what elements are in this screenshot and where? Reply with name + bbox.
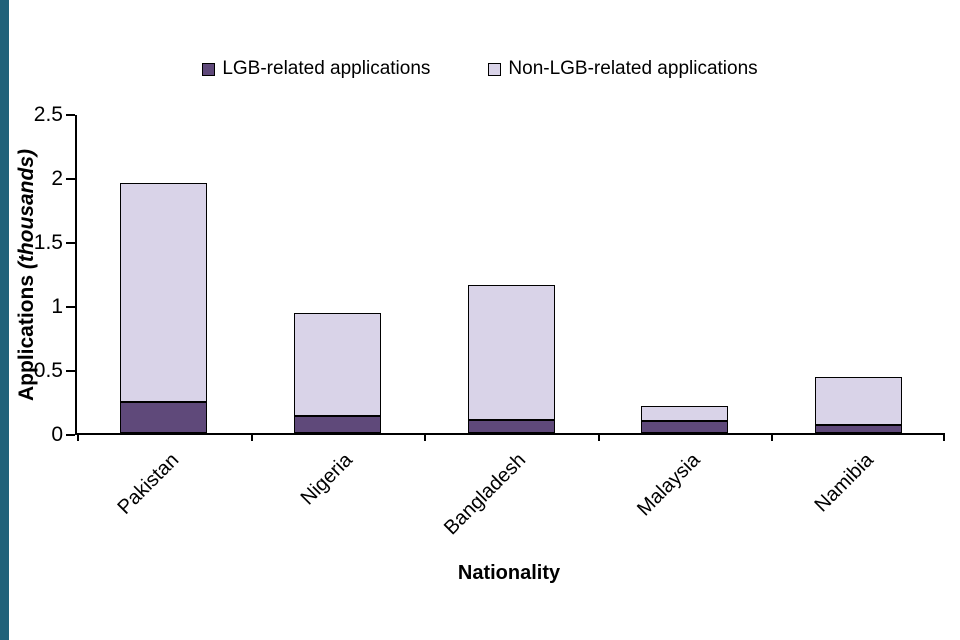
y-axis-tick-label: 2 (51, 167, 63, 190)
y-axis-tick-mark (66, 370, 75, 372)
bar-segment (120, 183, 208, 403)
chart-legend: LGB-related applications Non-LGB-related … (0, 58, 960, 80)
y-axis-tick-mark (66, 114, 75, 116)
plot-area: 0 0.5 1 1.5 2 2.5 Pakistan Nigeria Bangladesh Mal… (34, 103, 945, 539)
y-axis-tick-mark (66, 242, 75, 244)
x-axis-category-label: Bangladesh (440, 449, 531, 540)
bar-nigeria (293, 312, 381, 433)
bar-segment (814, 376, 902, 426)
y-axis-tick-label: 1.5 (33, 231, 63, 254)
bar-malaysia (641, 406, 729, 433)
bar-bangladesh (467, 284, 555, 433)
y-axis-tick-label: 1 (51, 295, 63, 318)
legend-item-label: LGB-related applications (222, 58, 431, 79)
x-axis-tick-mark (943, 433, 945, 441)
bar-segment (467, 284, 555, 421)
x-axis-title: Nationality (457, 562, 561, 584)
x-axis-category-label: Malaysia (632, 449, 705, 521)
bar-namibia (814, 376, 902, 433)
y-axis-tick-mark (66, 306, 75, 308)
page-edge-strip (0, 0, 9, 640)
y-axis-tick-label: 0.5 (33, 359, 63, 382)
x-axis-category-label: Pakistan (113, 449, 184, 519)
legend-item: LGB-related applications (202, 58, 430, 80)
bar-segment (641, 421, 729, 433)
legend-item-label: Non-LGB-related applications (508, 58, 758, 79)
x-axis-tick-mark (598, 433, 600, 441)
bar-segment (814, 425, 902, 433)
y-axis-tick-mark (66, 178, 75, 180)
x-axis-tick-mark (771, 433, 773, 441)
bar-segment (120, 402, 208, 433)
legend-swatch-icon (488, 62, 502, 76)
bar-segment (293, 312, 381, 417)
x-axis-tick-mark (424, 433, 426, 441)
y-axis-tick-label: 0 (51, 423, 63, 446)
x-axis-category-label: Nigeria (296, 449, 357, 510)
legend-swatch-icon (202, 62, 216, 76)
x-axis-category-label: Namibia (810, 449, 878, 517)
bar-segment (641, 406, 729, 422)
bar-pakistan (120, 183, 208, 433)
x-axis-tick-mark (77, 433, 79, 441)
x-axis-tick-mark (251, 433, 253, 441)
y-axis-tick-label: 2.5 (33, 103, 63, 126)
legend-item: Non-LGB-related applications (488, 58, 758, 80)
bar-segment (293, 416, 381, 433)
y-axis-tick-mark (66, 434, 75, 436)
bar-segment (467, 420, 555, 433)
